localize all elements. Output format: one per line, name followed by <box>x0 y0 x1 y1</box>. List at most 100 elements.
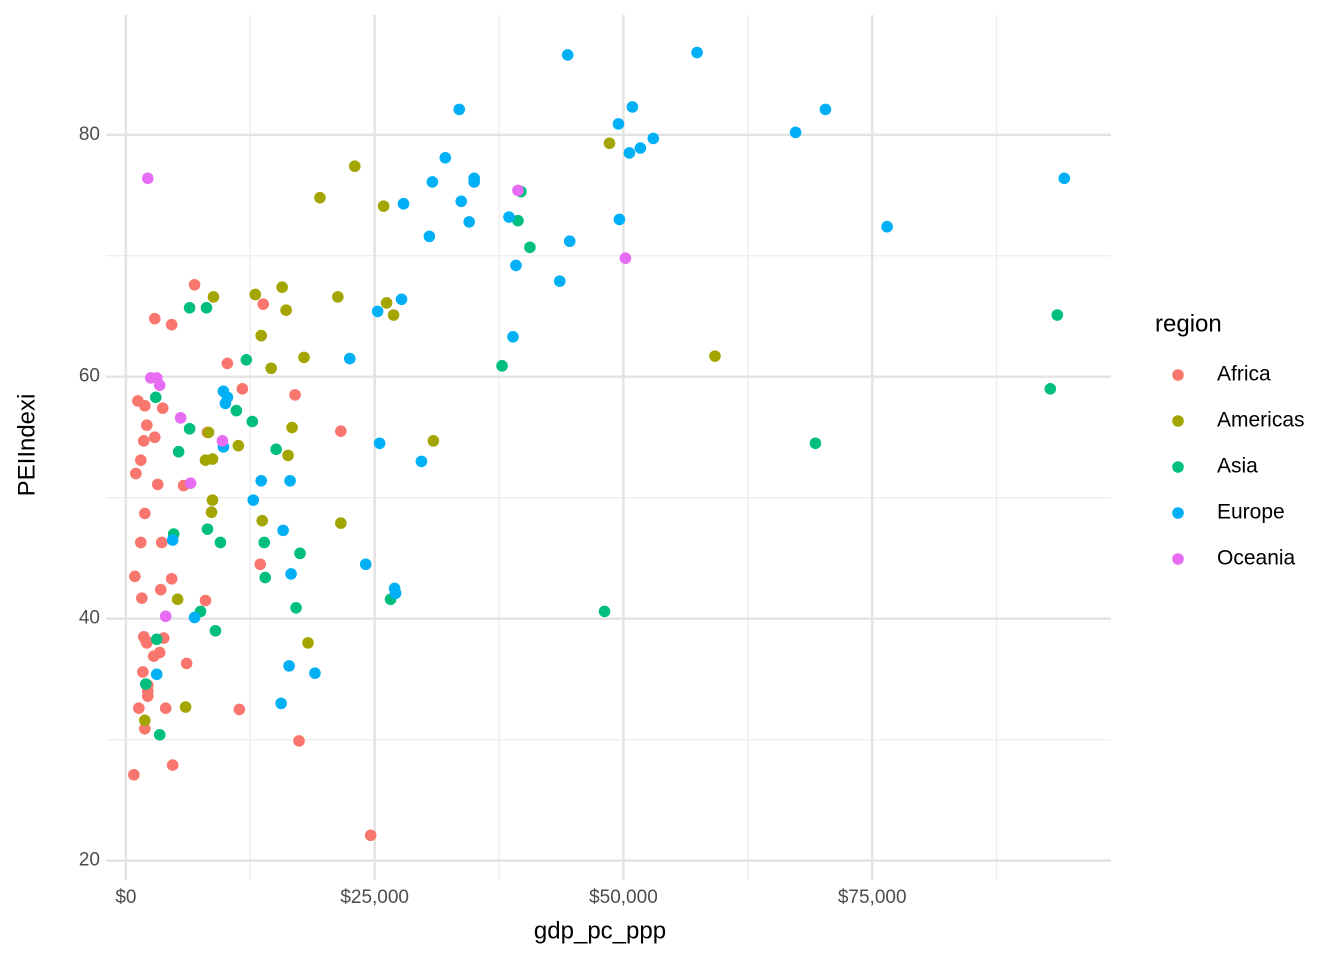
data-point <box>512 184 524 197</box>
data-point <box>129 570 141 583</box>
data-point <box>512 214 524 227</box>
data-point <box>205 506 218 519</box>
legend-label: Oceania <box>1217 547 1296 570</box>
data-point <box>171 593 184 606</box>
data-point <box>364 829 377 842</box>
data-point <box>188 278 201 291</box>
data-point <box>206 494 219 506</box>
data-point <box>468 176 480 188</box>
data-point <box>135 454 147 467</box>
data-point <box>139 714 151 727</box>
data-point <box>496 360 508 372</box>
data-point <box>563 235 576 248</box>
data-point <box>455 195 468 208</box>
data-point <box>219 397 232 410</box>
data-point <box>256 514 269 527</box>
data-point <box>139 507 151 520</box>
data-point <box>128 768 140 781</box>
data-point <box>140 678 152 690</box>
data-point <box>613 213 626 226</box>
legend-label: Africa <box>1217 363 1271 386</box>
data-point <box>1044 383 1057 395</box>
data-point <box>139 399 151 412</box>
data-point <box>130 467 142 480</box>
data-point <box>184 477 197 489</box>
data-point <box>359 558 372 571</box>
y-tick-label: 40 <box>79 608 100 629</box>
data-point <box>507 331 519 343</box>
data-point <box>236 383 249 395</box>
data-point <box>691 46 703 59</box>
data-point <box>247 494 260 506</box>
data-point <box>137 666 149 678</box>
legend-swatch <box>1172 415 1184 427</box>
data-point <box>206 453 219 465</box>
data-point <box>285 568 297 580</box>
data-point <box>290 601 302 614</box>
data-point <box>154 583 167 596</box>
data-point <box>789 126 802 139</box>
data-point <box>207 291 220 303</box>
data-point <box>561 49 574 61</box>
data-point <box>246 415 259 428</box>
data-point <box>183 422 196 435</box>
data-point <box>626 101 639 113</box>
x-tick-label: $75,000 <box>838 887 907 908</box>
data-point <box>647 132 660 145</box>
data-point <box>510 259 522 272</box>
data-point <box>258 536 271 549</box>
data-point <box>1058 172 1071 185</box>
data-point <box>174 412 187 424</box>
data-point <box>309 667 321 679</box>
data-point <box>619 252 632 264</box>
legend-swatch <box>1172 507 1184 519</box>
data-point <box>139 722 151 735</box>
data-point <box>255 329 268 342</box>
data-point <box>156 402 169 414</box>
data-point <box>332 291 344 303</box>
data-point <box>150 633 163 646</box>
data-point <box>230 404 243 417</box>
data-point <box>423 230 436 243</box>
data-point <box>165 318 178 331</box>
y-tick-label: 20 <box>79 850 100 871</box>
data-point <box>397 197 410 210</box>
data-point <box>159 610 172 623</box>
x-tick-label: $0 <box>115 887 136 908</box>
data-point <box>141 172 154 185</box>
data-point <box>1051 309 1064 321</box>
data-point <box>232 439 245 452</box>
data-point <box>634 142 647 154</box>
legend-label: Europe <box>1217 501 1285 524</box>
data-point <box>147 650 160 662</box>
data-point <box>709 350 721 362</box>
legend-label: Americas <box>1217 409 1305 432</box>
data-point <box>553 275 566 287</box>
data-point <box>166 759 179 771</box>
data-point <box>249 288 262 301</box>
data-point <box>172 445 185 458</box>
data-point <box>277 524 289 537</box>
data-point <box>151 478 164 491</box>
data-point <box>257 298 270 310</box>
x-tick-label: $50,000 <box>589 887 658 908</box>
data-point <box>159 702 172 715</box>
data-point <box>259 571 272 584</box>
data-point <box>293 735 305 747</box>
data-point <box>612 118 625 130</box>
data-point <box>389 587 402 600</box>
data-point <box>298 351 310 364</box>
data-point <box>343 352 356 365</box>
data-point <box>166 534 179 546</box>
data-point <box>603 137 616 150</box>
data-point <box>819 103 832 116</box>
data-point <box>453 103 466 116</box>
data-point <box>136 592 148 604</box>
legend-swatch <box>1172 553 1184 565</box>
data-point <box>199 594 212 607</box>
data-point <box>153 729 166 741</box>
data-point <box>255 474 268 487</box>
data-point <box>150 668 163 681</box>
data-point <box>153 379 166 391</box>
data-point <box>395 293 408 306</box>
